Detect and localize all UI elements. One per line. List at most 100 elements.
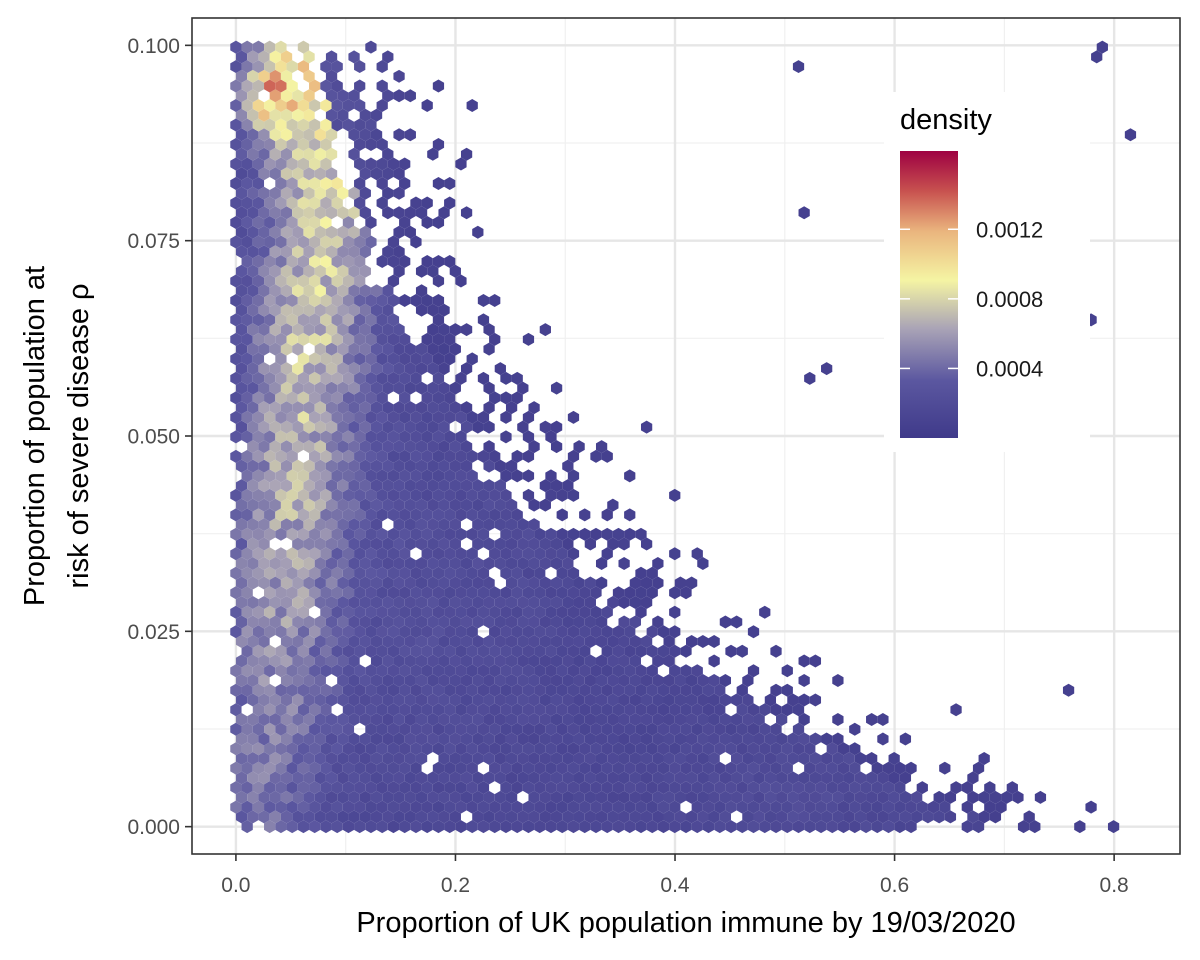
hexbin-cell (489, 644, 501, 658)
hexbin-cell (264, 742, 276, 756)
hexbin-cell (764, 693, 777, 707)
hexbin-cell (444, 781, 456, 795)
hexbin-cell (247, 615, 259, 629)
hexbin-cell (370, 440, 383, 454)
hexbin-cell (489, 547, 501, 561)
hexbin-cell (477, 703, 490, 717)
hexbin-cell (269, 596, 281, 610)
hexbin-cell (309, 722, 321, 736)
hexbin-cell (607, 654, 619, 668)
hexbin-cell (567, 410, 580, 424)
hexbin-cell (230, 761, 242, 775)
hexbin-cell (269, 69, 281, 83)
hexbin-cell (579, 527, 591, 541)
hexbin-cell (382, 751, 394, 765)
hexbin-cell (303, 518, 315, 532)
hexbin-cell (792, 722, 805, 736)
hexbin-cell (269, 128, 281, 142)
hexbin-cell (325, 576, 338, 590)
hexbin-cell (382, 401, 394, 415)
hexbin-cell (309, 118, 321, 132)
hexbin-cell (410, 664, 422, 678)
hexbin-cell (444, 683, 456, 697)
hexbin-cell (427, 635, 439, 648)
hexbin-cell (427, 810, 439, 824)
hexbin-cell (342, 215, 355, 229)
hexbin-cell (460, 790, 473, 804)
hexbin-cell (325, 751, 338, 765)
hexbin-cell (505, 635, 518, 648)
hexbin-cell (320, 586, 332, 600)
hexbin-cell (230, 800, 242, 814)
hexbin-cell (393, 186, 405, 200)
hexbin-cell (522, 586, 535, 600)
hexbin-cell (427, 712, 439, 726)
hexbin-cell (393, 673, 405, 687)
hexbin-cell (747, 761, 760, 775)
hexbin-cell (410, 352, 422, 366)
hexbin-cell (466, 722, 478, 736)
hexbin-cell (646, 644, 658, 658)
hexbin-cell (331, 313, 343, 327)
hexbin-cell (590, 664, 602, 678)
hexbin-cell (309, 332, 321, 346)
hexbin-cell (365, 138, 377, 152)
hexbin-cell (376, 800, 388, 814)
hexbin-cell (354, 449, 366, 463)
hexbin-cell (365, 391, 377, 405)
hexbin-cell (354, 235, 366, 249)
hexbin-cell (314, 323, 326, 337)
hexbin-cell (359, 576, 371, 590)
hexbin-cell (410, 586, 422, 600)
hexbin-cell (230, 703, 242, 717)
hexbin-cell (410, 469, 422, 483)
hexbin-cell (348, 479, 360, 493)
hexbin-cell (241, 781, 253, 795)
hexbin-cell (449, 498, 461, 512)
hexbin-cell (309, 644, 321, 658)
hexbin-cell (292, 264, 304, 278)
hexbin-cell (595, 615, 608, 629)
hexbin-cell (309, 761, 321, 775)
hexbin-cell (432, 742, 445, 756)
hexbin-cell (342, 820, 355, 834)
hexbin-cell (269, 167, 281, 181)
hexbin-cell (539, 693, 551, 707)
hexbin-cell (635, 781, 647, 795)
hexbin-cell (309, 781, 321, 795)
hexbin-cell (545, 625, 557, 639)
hexbin-cell (393, 810, 405, 824)
hexbin-cell (303, 381, 315, 395)
hexbin-cell (286, 391, 298, 405)
hexbin-cell (280, 50, 293, 64)
hexbin-cell (365, 313, 377, 327)
hexbin-cell (489, 800, 501, 814)
hexbin-cell (472, 479, 484, 493)
hexbin-cell (455, 586, 467, 600)
hexbin-cell (252, 196, 265, 210)
hexbin-cell (264, 293, 276, 307)
hexbin-cell (314, 810, 326, 824)
hexbin-cell (697, 712, 709, 726)
hexbin-cell (539, 498, 551, 512)
hexbin-cell (455, 488, 467, 502)
hexbin-cell (888, 790, 900, 804)
hexbin-cell (1124, 128, 1137, 142)
hexbin-cell (421, 703, 433, 717)
hexbin-cell (410, 235, 422, 249)
hexbin-cell (950, 703, 962, 717)
hexbin-cell (489, 703, 501, 717)
hexbin-cell (292, 771, 304, 785)
hexbin-cell (545, 820, 557, 834)
hexbin-cell (550, 790, 563, 804)
hexbin-cell (511, 586, 523, 600)
hexbin-cell (421, 352, 433, 366)
hexbin-cell (303, 751, 315, 765)
hexbin-cell (449, 518, 461, 532)
hexbin-cell (579, 508, 591, 522)
hexbin-cell (309, 177, 321, 190)
hexbin-cell (247, 206, 259, 220)
hexbin-cell (438, 576, 450, 590)
hexbin-cell (483, 615, 495, 629)
hexbin-cell (348, 206, 360, 220)
